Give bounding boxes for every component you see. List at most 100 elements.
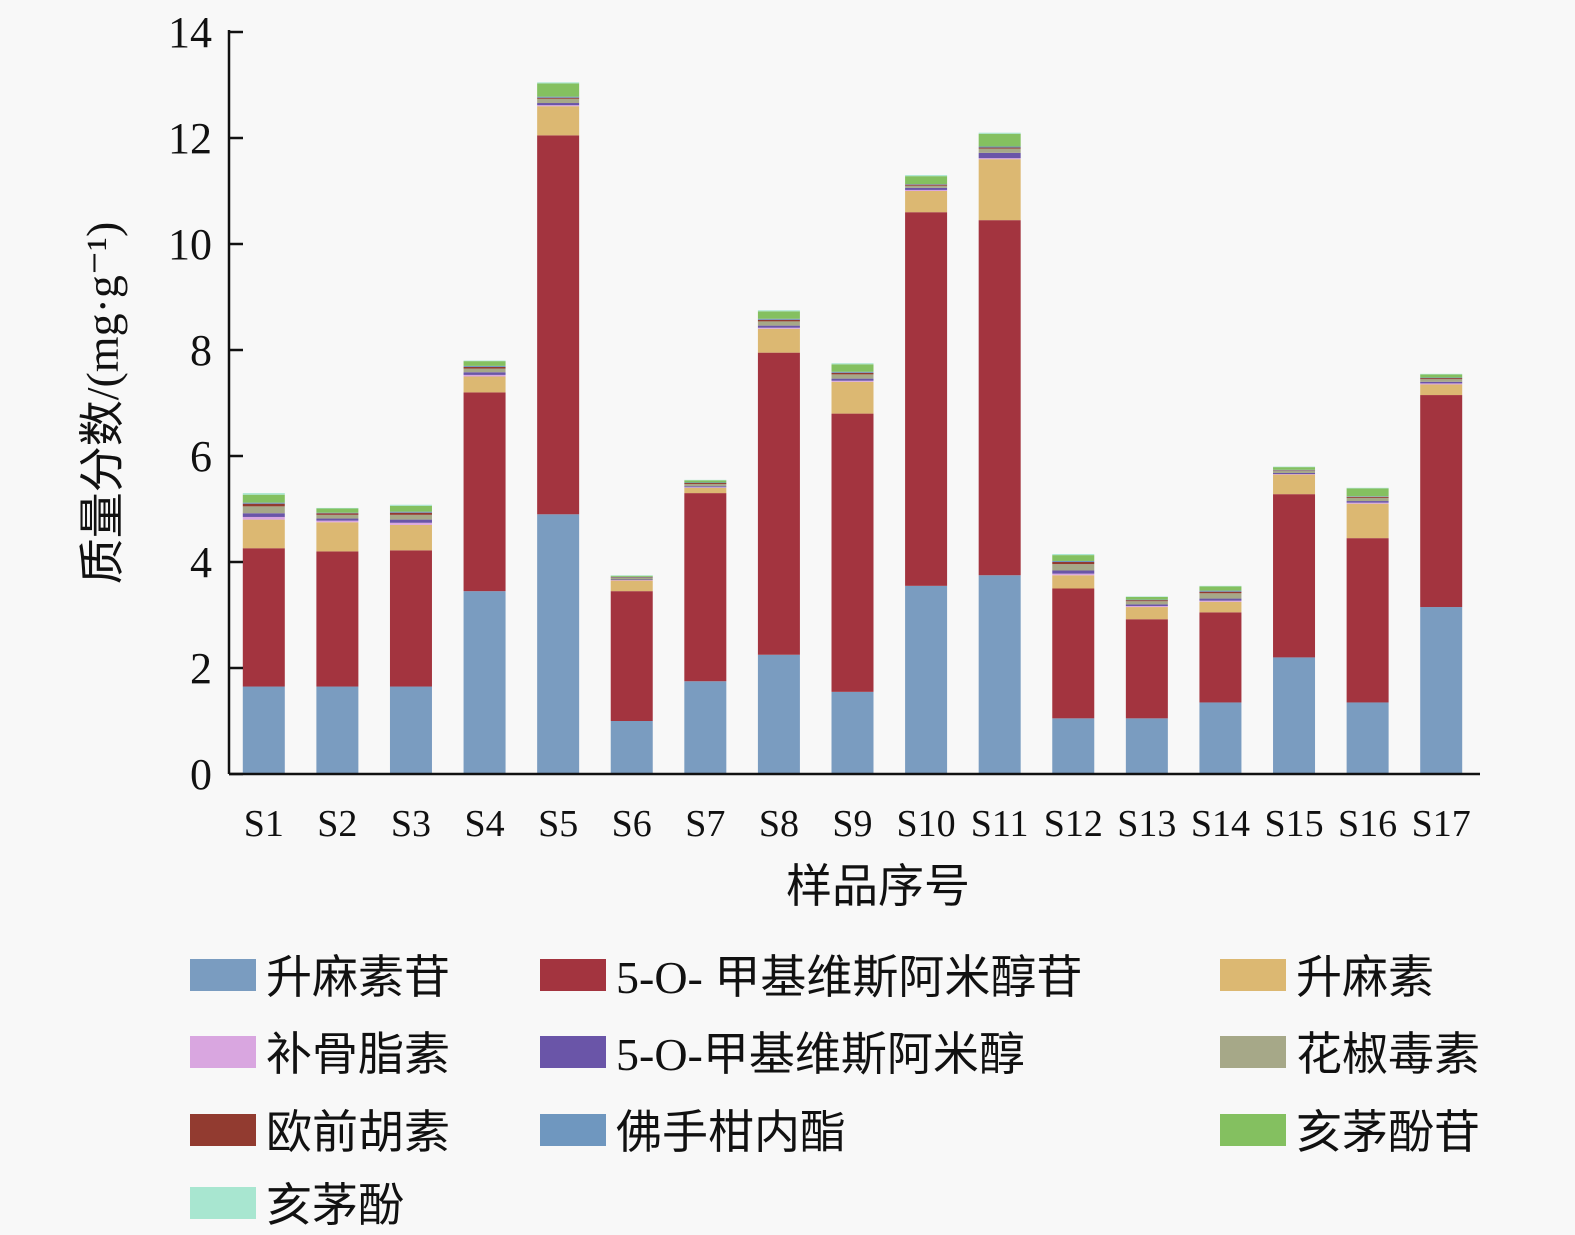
- bar-segment-S13-7: [1125, 599, 1168, 601]
- bar-segment-S2-5: [316, 514, 359, 519]
- bar-segment-S5-5: [537, 98, 580, 104]
- legend-label: 5-O-甲基维斯阿米醇: [616, 1029, 1025, 1080]
- bar-segment-S17-0: [1420, 607, 1463, 774]
- bar-segment-S14-4: [1199, 598, 1242, 601]
- bar-segment-S2-1: [316, 551, 359, 687]
- bar-segment-S17-3: [1420, 383, 1463, 385]
- bar-segment-S11-1: [978, 220, 1021, 576]
- bar-segment-S12-8: [1052, 555, 1095, 561]
- bar-segment-S10-0: [905, 585, 948, 774]
- bar-segment-S7-6: [684, 483, 727, 485]
- bar-segment-S9-0: [831, 691, 874, 774]
- bar-segment-S13-3: [1125, 605, 1168, 608]
- bar-segment-S8-7: [757, 318, 800, 320]
- bar-segment-S3-8: [389, 505, 432, 512]
- y-tick-label: 10: [168, 220, 212, 269]
- bar-segment-S15-8: [1273, 467, 1316, 470]
- bar-segment-S1-6: [242, 503, 285, 507]
- legend-item: 佛手柑内酯: [540, 1107, 846, 1158]
- bar-segment-S8-2: [757, 328, 800, 353]
- bar-segment-S2-0: [316, 686, 359, 774]
- x-tick-label: S4: [464, 803, 504, 845]
- bar-segment-S3-0: [389, 686, 432, 774]
- bar-segment-S11-7: [978, 146, 1021, 148]
- bar-segment-S8-5: [757, 321, 800, 326]
- x-tick-label: S2: [317, 803, 357, 845]
- bar-segment-S15-2: [1273, 474, 1316, 495]
- legend-label: 5-O- 甲基维斯阿米醇苷: [616, 952, 1082, 1003]
- bar-segment-S8-9: [757, 310, 800, 312]
- bar-segment-S1-2: [242, 519, 285, 549]
- x-tick-label: S17: [1412, 803, 1471, 845]
- bar-segment-S4-2: [463, 376, 506, 393]
- x-tick-label: S5: [538, 803, 578, 845]
- bar-segment-S7-9: [684, 479, 727, 481]
- y-tick-label: 12: [168, 114, 212, 163]
- legend-swatch: [190, 1114, 256, 1146]
- legend-label: 升麻素: [1296, 952, 1434, 1003]
- bar-segment-S3-3: [389, 522, 432, 525]
- bar-segment-S11-4: [978, 152, 1021, 159]
- legend-item: 补骨脂素: [190, 1029, 450, 1080]
- legend-swatch: [190, 959, 256, 991]
- legend-label: 欧前胡素: [266, 1107, 450, 1158]
- bar-segment-S4-5: [463, 368, 506, 373]
- bar-segment-S14-2: [1199, 601, 1242, 613]
- x-tick-label: S12: [1044, 803, 1103, 845]
- bar-segment-S8-6: [757, 319, 800, 322]
- bar-segment-S2-9: [316, 507, 359, 509]
- bar-segment-S13-1: [1125, 619, 1168, 719]
- bar-segment-S3-9: [389, 504, 432, 506]
- bar-segment-S9-5: [831, 374, 874, 379]
- bar-segment-S9-9: [831, 363, 874, 365]
- bar-segment-S13-0: [1125, 718, 1168, 774]
- bar-segment-S17-4: [1420, 381, 1463, 384]
- y-tick-label: 8: [190, 326, 212, 375]
- x-ticks: S1 S2 S3 S4 S5 S6 S7 S8 S9 S10 S11 S12 S13 S14 S15 S16 S…: [244, 803, 1471, 845]
- bar-segment-S10-2: [905, 191, 948, 213]
- bar-segment-S17-5: [1420, 379, 1463, 382]
- bar-segment-S14-6: [1199, 591, 1242, 594]
- bar-segment-S14-1: [1199, 612, 1242, 703]
- bar-segment-S4-0: [463, 591, 506, 774]
- bar-segment-S7-2: [684, 487, 727, 494]
- bar-segment-S6-7: [610, 576, 653, 578]
- bar-segment-S9-2: [831, 381, 874, 414]
- legend-swatch: [540, 959, 606, 991]
- bar-segment-S6-9: [610, 575, 653, 576]
- bar-segment-S17-2: [1420, 384, 1463, 396]
- bar-segment-S9-7: [831, 371, 874, 373]
- x-tick-label: S7: [685, 803, 725, 845]
- bar-segment-S12-3: [1052, 573, 1095, 576]
- legend-item: 升麻素: [1220, 952, 1434, 1003]
- bar-segment-S1-4: [242, 513, 285, 517]
- bar-segment-S5-6: [537, 97, 580, 99]
- bar-segment-S6-1: [610, 591, 653, 721]
- bar-segment-S16-6: [1346, 496, 1389, 498]
- bar-segment-S6-2: [610, 580, 653, 592]
- bar-segment-S5-2: [537, 106, 580, 136]
- bar-segment-S15-7: [1273, 469, 1316, 471]
- bar-segment-S1-9: [242, 493, 285, 495]
- legend-label: 补骨脂素: [266, 1029, 450, 1080]
- bar-segment-S5-0: [537, 514, 580, 774]
- bar-segment-S9-4: [831, 378, 874, 381]
- bar-segment-S10-3: [905, 189, 948, 191]
- bar-segment-S11-0: [978, 575, 1021, 774]
- bar-segment-S5-9: [537, 82, 580, 84]
- bar-segment-S5-3: [537, 105, 580, 107]
- bar-segment-S4-1: [463, 392, 506, 592]
- legend-item: 亥茅酚苷: [1220, 1107, 1480, 1158]
- bar-segment-S17-8: [1420, 374, 1463, 378]
- legend-swatch: [190, 1187, 256, 1219]
- bar-segment-S3-7: [389, 511, 432, 513]
- bar-segment-S7-3: [684, 487, 727, 488]
- legend-swatch: [1220, 1036, 1286, 1068]
- y-axis-label: 质量分数/(mg·g⁻¹): [77, 222, 128, 585]
- bar-segment-S4-8: [463, 361, 506, 366]
- bar-segment-S3-6: [389, 512, 432, 515]
- bar-segment-S10-5: [905, 185, 948, 188]
- bar-segment-S1-1: [242, 548, 285, 687]
- bar-segment-S2-4: [316, 518, 359, 521]
